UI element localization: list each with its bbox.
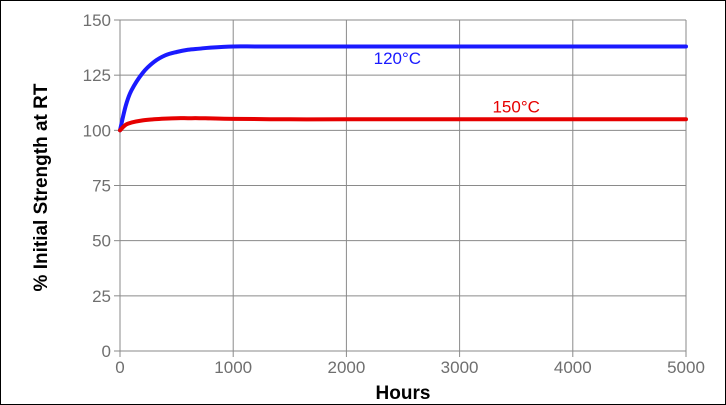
- y-tick-label: 50: [92, 232, 111, 251]
- x-tick-label: 1000: [214, 358, 252, 377]
- x-tick-label: 5000: [667, 358, 705, 377]
- y-axis-title: % Initial Strength at RT: [31, 83, 52, 291]
- x-tick-label: 2000: [327, 358, 365, 377]
- x-tick-label: 4000: [554, 358, 592, 377]
- x-axis-title: Hours: [376, 383, 431, 404]
- axes: [114, 19, 687, 357]
- y-tick-label: 75: [92, 177, 111, 196]
- y-tick-label: 150: [83, 11, 111, 30]
- y-tick-label: 0: [102, 342, 111, 361]
- labels: 0 1000 2000 3000 4000 5000 0 25 50 75 100 125 150 120…: [83, 11, 705, 377]
- grid: [120, 19, 687, 351]
- x-tick-label: 3000: [441, 358, 479, 377]
- series-lines: [118, 44, 688, 133]
- y-tick-label: 100: [83, 121, 111, 140]
- series-line-0: [118, 44, 688, 133]
- series-annotation: 150°C: [492, 98, 539, 117]
- y-tick-label: 25: [92, 287, 111, 306]
- series-line-1: [118, 116, 688, 133]
- x-tick-label: 0: [115, 358, 124, 377]
- y-tick-label: 125: [83, 66, 111, 85]
- series-annotation: 120°C: [374, 49, 421, 68]
